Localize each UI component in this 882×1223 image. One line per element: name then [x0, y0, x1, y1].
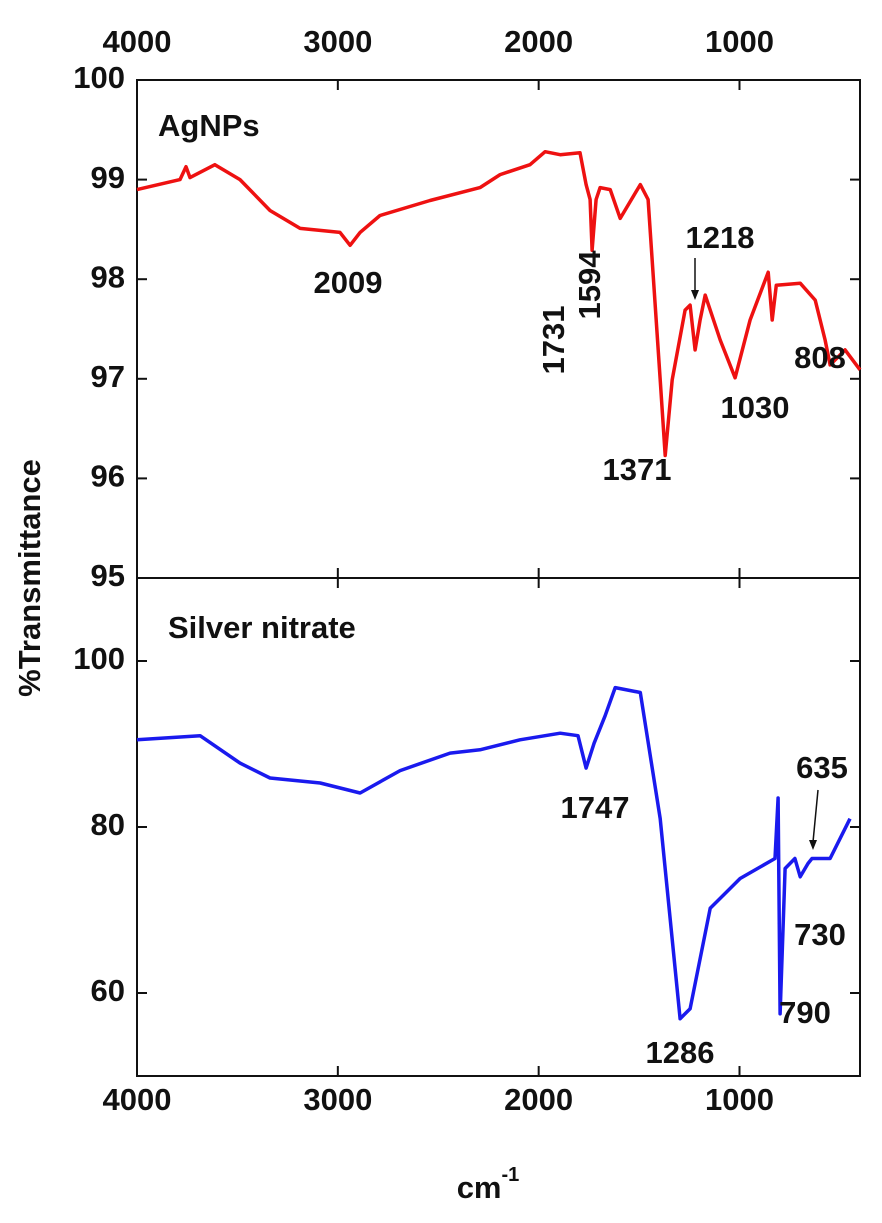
y-tick-label: 60: [91, 973, 125, 1008]
y-tick-label: 80: [91, 807, 125, 842]
plot-frame: [136, 79, 861, 579]
peak-label: 730: [794, 917, 846, 952]
x-axis-label-sup: -1: [502, 1164, 520, 1186]
x-tick-label: 1000: [705, 1082, 774, 1117]
x-tick-label: 3000: [303, 1082, 372, 1117]
x-tick-label: 1000: [705, 24, 774, 59]
peak-label: 1286: [646, 1035, 715, 1070]
y-axis-label: %Transmittance: [12, 459, 47, 697]
peak-label: 2009: [314, 265, 383, 300]
x-tick-label: 2000: [504, 1082, 573, 1117]
x-axis-label: cm-1: [457, 1164, 520, 1205]
y-tick-label: 100: [73, 60, 125, 95]
peak-label: 1030: [721, 390, 790, 425]
peak-label: 1594: [572, 250, 607, 320]
peak-label: 1218: [686, 220, 755, 255]
peak-label: 635: [796, 750, 848, 785]
y-tick-label: 99: [91, 160, 125, 195]
y-tick-label: 98: [91, 259, 125, 294]
peak-label: 1731: [536, 306, 571, 375]
y-tick-label: 96: [91, 459, 125, 494]
annotation-arrowhead: [809, 840, 817, 850]
plot-frame: [136, 577, 861, 1077]
x-axis-label-main: cm: [457, 1170, 502, 1205]
peak-label: 1371: [603, 452, 672, 487]
panel-title: AgNPs: [158, 108, 260, 143]
spectrum-line: [136, 685, 852, 1021]
x-tick-label: 2000: [504, 24, 573, 59]
x-tick-label: 4000: [103, 1082, 172, 1117]
x-tick-label: 3000: [303, 24, 372, 59]
peak-label: 1747: [561, 790, 630, 825]
spectrum-line: [136, 149, 862, 458]
x-tick-label: 4000: [103, 24, 172, 59]
y-tick-label: 97: [91, 359, 125, 394]
annotation-arrow: [812, 789, 819, 843]
panel-title: Silver nitrate: [168, 610, 356, 645]
annotation-arrowhead: [691, 290, 699, 300]
peak-label: 790: [779, 995, 831, 1030]
y-tick-label: 95: [91, 558, 125, 593]
peak-label: 808: [794, 340, 846, 375]
y-tick-label: 100: [73, 641, 125, 676]
